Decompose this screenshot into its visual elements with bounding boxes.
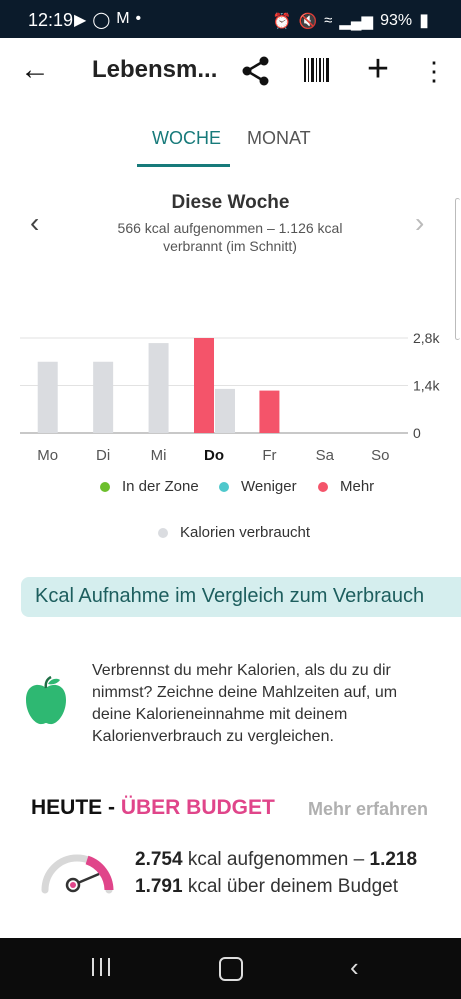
y-tick-label: 2,8k — [413, 330, 440, 346]
signal-icon: ▂▄▆ — [339, 12, 374, 30]
legend-more: Mehr — [318, 478, 374, 495]
status-time: 12:19 — [28, 10, 74, 30]
bar-burned — [93, 361, 114, 433]
week-subtitle: 566 kcal aufgenommen – 1.126 kcal verbra… — [117, 220, 343, 254]
next-week-icon[interactable]: › — [415, 207, 425, 238]
legend-dot-more — [318, 481, 328, 492]
home-icon[interactable] — [219, 957, 243, 981]
y-tick-label: 0 — [413, 425, 421, 441]
bar-burned — [37, 361, 58, 433]
legend-label-less: Weniger — [241, 478, 297, 495]
instagram-icon: ◯ — [92, 12, 111, 29]
today-heading: HEUTE - ÜBER BUDGET — [31, 796, 275, 820]
over-value: 1.791 — [135, 876, 183, 897]
today-status: ÜBER BUDGET — [120, 796, 275, 819]
bar-more — [194, 338, 214, 433]
legend-dot-burned — [158, 527, 168, 538]
dot-icon: • — [135, 10, 142, 27]
x-tick-label: Di — [96, 447, 110, 464]
battery-percent: 93% — [380, 11, 413, 29]
legend-less: Weniger — [219, 478, 297, 495]
system-nav-bar: ‹ — [0, 938, 461, 999]
compare-label: Kcal Aufnahme im Vergleich zum Verbrauch — [35, 585, 425, 607]
legend-label-in-zone: In der Zone — [122, 478, 199, 495]
intake-line: 2.754 kcal aufgenommen – 1.218 — [135, 846, 417, 873]
chart-legend: In der Zone Weniger Mehr — [0, 478, 461, 500]
status-bar: 12:19 ▶ ◯ M • ⏰ 🔇 ≈ ▂▄▆ 93% ▮ — [0, 0, 461, 38]
mute-icon: 🔇 — [298, 12, 318, 30]
scroll-indicator — [455, 198, 460, 340]
info-text: Verbrennst du mehr Kalorien, als du zu d… — [92, 662, 398, 745]
add-icon[interactable]: + — [366, 48, 390, 90]
intake-value: 2.754 — [135, 849, 183, 870]
legend-burned: Kalorien verbraucht — [158, 524, 310, 541]
over-line: 1.791 kcal über deinem Budget — [135, 873, 417, 900]
legend-label-burned: Kalorien verbraucht — [180, 524, 311, 541]
barcode-icon[interactable] — [303, 56, 335, 86]
battery-icon: ▮ — [419, 10, 429, 30]
recents-icon[interactable] — [90, 956, 112, 978]
tab-month[interactable]: MONAT — [247, 128, 311, 148]
y-tick-label: 1,4k — [413, 378, 440, 394]
over-label: kcal über deinem Budget — [182, 876, 399, 897]
app-bar: ← Lebensm... + ⋮ — [0, 38, 461, 102]
apple-icon — [23, 675, 69, 726]
more-vert-icon[interactable]: ⋮ — [421, 56, 447, 86]
learn-more-link[interactable]: Mehr erfahren — [308, 799, 429, 819]
notification-icons: ▶ ◯ M • — [74, 10, 141, 30]
x-tick-label: Fr — [262, 447, 276, 464]
back-icon[interactable]: ‹ — [350, 952, 359, 982]
x-tick-label: Do — [204, 447, 224, 464]
bar-burned — [215, 388, 235, 433]
legend-dot-in-zone — [100, 481, 110, 492]
x-tick-label: Mo — [37, 447, 58, 464]
compare-card[interactable]: Kcal Aufnahme im Vergleich zum Verbrauch — [21, 577, 461, 617]
x-tick-label: Sa — [316, 447, 335, 464]
previous-week-icon[interactable]: ‹ — [30, 207, 40, 238]
week-title: Diese Woche — [171, 192, 290, 213]
today-stats: 2.754 kcal aufgenommen – 1.218 1.791 kca… — [135, 846, 417, 900]
youtube-icon: ▶ — [74, 12, 87, 29]
share-icon[interactable] — [240, 56, 272, 86]
alarm-icon: ⏰ — [272, 12, 292, 30]
legend-label-more: Mehr — [340, 478, 375, 495]
bar-burned — [148, 343, 169, 433]
legend-dot-less — [219, 481, 229, 492]
wifi-icon: ≈ — [324, 12, 333, 29]
intake-label: kcal aufgenommen – — [182, 849, 370, 870]
burned-value: 1.218 — [369, 849, 418, 870]
active-tab-indicator — [137, 164, 230, 167]
status-icons: ⏰ 🔇 ≈ ▂▄▆ 93% ▮ — [273, 10, 429, 31]
page-title: Lebensm... — [92, 56, 218, 83]
back-arrow-icon[interactable]: ← — [20, 53, 50, 86]
today-prefix: HEUTE - — [31, 796, 121, 819]
budget-gauge — [41, 854, 114, 894]
tab-week[interactable]: WOCHE — [152, 128, 221, 148]
calorie-bar-chart: 2,8k 1,4k 0 Mo Di Mi Do Fr Sa So — [20, 330, 440, 464]
legend-in-zone: In der Zone — [100, 478, 199, 495]
period-tabs: WOCHE MONAT — [0, 120, 461, 168]
x-tick-label: Mi — [151, 447, 167, 464]
x-tick-label: So — [371, 447, 389, 464]
gmail-icon: M — [116, 10, 130, 27]
bar-more — [259, 390, 280, 433]
